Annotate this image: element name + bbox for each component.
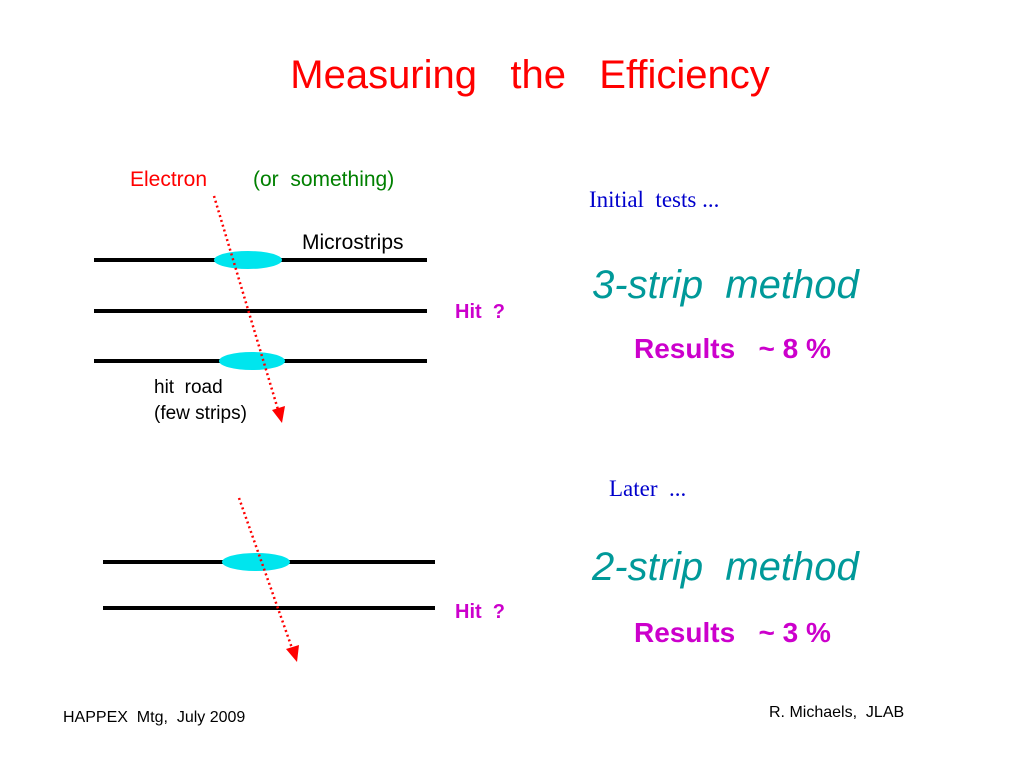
hit-road-label: hit road (few strips) (154, 375, 247, 427)
hit-road-line1: hit road (154, 377, 223, 398)
results-8-percent: Results ~ 8 % (634, 335, 831, 363)
later-text: Later ... (609, 476, 687, 501)
footer-meeting: HAPPEX Mtg, July 2009 (63, 709, 246, 726)
hit-road-line2: (few strips) (154, 403, 247, 424)
electron-label: Electron (130, 168, 208, 191)
two-strip-method-heading: 2-strip method (592, 545, 859, 589)
hit-ellipse-top-3 (219, 352, 285, 370)
results-3-percent: Results ~ 3 % (634, 619, 831, 647)
initial-tests-text: Initial tests ... (589, 187, 720, 212)
track-arrowhead-top (272, 406, 285, 423)
footer-author: R. Michaels, JLAB (769, 704, 905, 721)
slide-title: Measuring the Efficiency (290, 53, 770, 97)
results2-label: Results (634, 617, 736, 648)
or-something-label: (or something) (253, 168, 395, 191)
hit-ellipse-bottom-1 (222, 553, 290, 571)
results1-value: ~ 8 % (758, 333, 831, 364)
hit-question-label-top: Hit ? (455, 301, 505, 323)
electron-track-bottom (237, 497, 295, 652)
hit-ellipse-top-1 (214, 251, 282, 269)
results1-label: Results (634, 333, 736, 364)
results2-value: ~ 3 % (758, 617, 831, 648)
microstrips-label: Microstrips (302, 231, 404, 254)
three-strip-method-heading: 3-strip method (592, 263, 859, 307)
track-arrowhead-bottom (286, 645, 299, 662)
hit-question-label-bottom: Hit ? (455, 601, 505, 623)
